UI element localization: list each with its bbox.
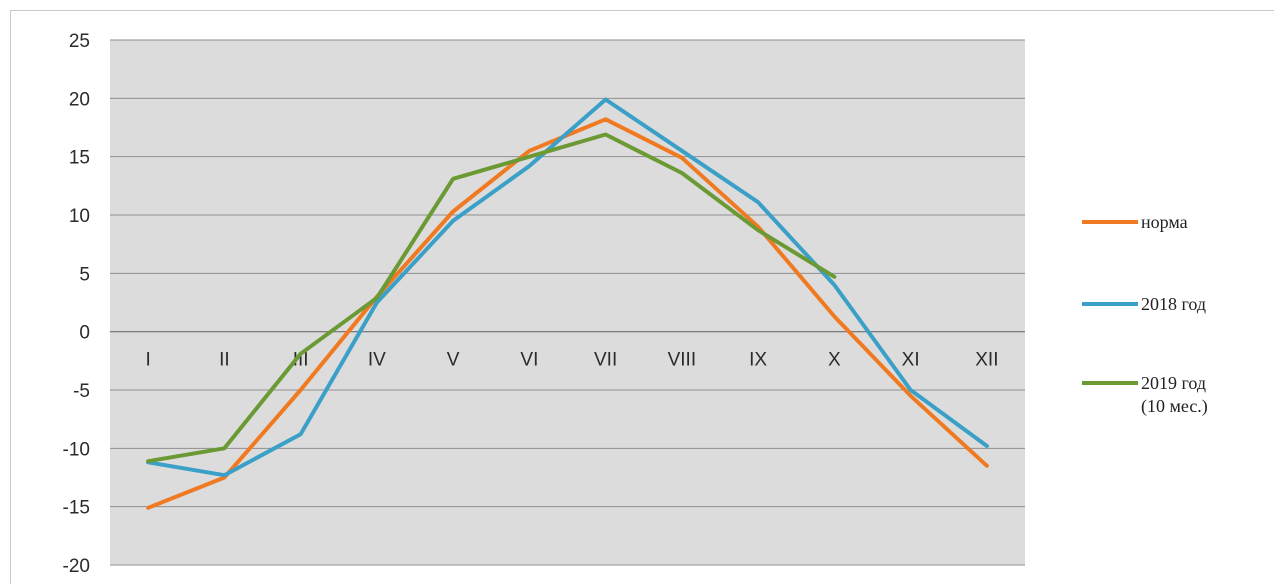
y-tick-label: -10 [63, 439, 90, 460]
legend-label: 2018 год [1141, 294, 1206, 314]
plot-area [110, 40, 1025, 565]
x-tick-label: III [293, 350, 309, 371]
x-tick-label: VI [520, 350, 538, 371]
series-line-2 [146, 132, 837, 464]
y-tick-label: -20 [63, 556, 90, 577]
y-tick-label: 10 [69, 206, 90, 227]
x-tick-label: V [447, 350, 460, 371]
legend: норма 2018 год 2019 год (10 мес.) [1082, 212, 1208, 417]
gridlines [110, 39, 1025, 566]
legend-label: 2019 год [1141, 373, 1206, 393]
x-tick-label: XII [975, 350, 998, 371]
y-tick-label: 5 [79, 264, 90, 285]
y-tick-label: 0 [79, 323, 90, 344]
x-tick-label: XI [902, 350, 920, 371]
y-tick-label: 15 [69, 148, 90, 169]
x-axis-ticks: I II III IV V VI VII VIII IX X XI XII [145, 350, 998, 371]
series-line-1 [146, 97, 989, 478]
x-tick-label: VII [594, 350, 617, 371]
y-tick-label: -5 [73, 381, 90, 402]
x-tick-label: II [219, 350, 230, 371]
x-tick-label: IV [368, 350, 386, 371]
x-tick-label: I [145, 350, 150, 371]
y-tick-label: -15 [63, 498, 90, 519]
y-axis-ticks: 25 20 15 10 5 0 -5 -10 -15 -20 [63, 31, 90, 577]
x-tick-label: X [828, 350, 841, 371]
x-tick-label: IX [749, 350, 767, 371]
y-tick-label: 25 [69, 31, 90, 52]
legend-label: (10 мес.) [1141, 396, 1208, 417]
y-tick-label: 20 [69, 89, 90, 110]
legend-label: норма [1141, 212, 1188, 232]
x-tick-label: VIII [668, 350, 697, 371]
series-lines [146, 97, 989, 510]
